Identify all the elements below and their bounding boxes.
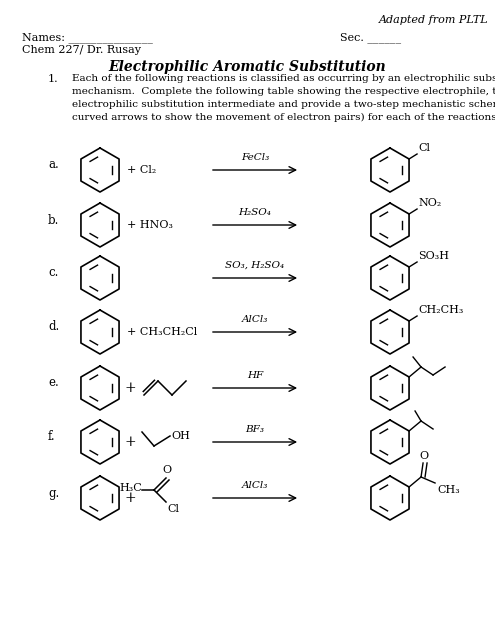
- Text: Adapted from PLTL: Adapted from PLTL: [378, 15, 488, 25]
- Text: +: +: [125, 491, 137, 505]
- Text: b.: b.: [48, 214, 59, 227]
- Text: AlCl₃: AlCl₃: [242, 315, 268, 324]
- Text: Electrophilic Aromatic Substitution: Electrophilic Aromatic Substitution: [108, 60, 386, 74]
- Text: mechanism.  Complete the following table showing the respective electrophile, th: mechanism. Complete the following table …: [72, 87, 495, 96]
- Text: NO₂: NO₂: [418, 198, 442, 208]
- Text: FeCl₃: FeCl₃: [241, 153, 269, 162]
- Text: + HNO₃: + HNO₃: [127, 220, 173, 230]
- Text: +: +: [125, 381, 137, 395]
- Text: H₂SO₄: H₂SO₄: [239, 208, 271, 217]
- Text: g.: g.: [48, 486, 59, 499]
- Text: Chem 227/ Dr. Rusay: Chem 227/ Dr. Rusay: [22, 45, 141, 55]
- Text: Each of the following reactions is classified as occurring by an electrophilic s: Each of the following reactions is class…: [72, 74, 495, 83]
- Text: Sec. ______: Sec. ______: [340, 32, 401, 43]
- Text: HF: HF: [247, 371, 263, 380]
- Text: + Cl₂: + Cl₂: [127, 165, 156, 175]
- Text: d.: d.: [48, 321, 59, 333]
- Text: H₃C: H₃C: [119, 483, 142, 493]
- Text: e.: e.: [48, 376, 59, 390]
- Text: c.: c.: [48, 266, 58, 280]
- Text: curved arrows to show the movement of electron pairs) for each of the reactions.: curved arrows to show the movement of el…: [72, 113, 495, 122]
- Text: O: O: [162, 465, 172, 475]
- Text: CH₂CH₃: CH₂CH₃: [418, 305, 463, 315]
- Text: 1.: 1.: [48, 74, 58, 84]
- Text: OH: OH: [171, 431, 190, 441]
- Text: CH₃: CH₃: [437, 485, 460, 495]
- Text: electrophilic substitution intermediate and provide a two-step mechanistic schem: electrophilic substitution intermediate …: [72, 100, 495, 109]
- Text: SO₃, H₂SO₄: SO₃, H₂SO₄: [225, 261, 285, 270]
- Text: SO₃H: SO₃H: [418, 251, 449, 261]
- Text: f.: f.: [48, 431, 55, 444]
- Text: BF₃: BF₃: [246, 425, 264, 434]
- Text: O: O: [419, 451, 429, 461]
- Text: Names: _______________: Names: _______________: [22, 32, 153, 43]
- Text: Cl: Cl: [167, 504, 179, 514]
- Text: +: +: [125, 435, 137, 449]
- Text: + CH₃CH₂Cl: + CH₃CH₂Cl: [127, 327, 197, 337]
- Text: Cl: Cl: [418, 143, 430, 153]
- Text: a.: a.: [48, 159, 59, 172]
- Text: AlCl₃: AlCl₃: [242, 481, 268, 490]
